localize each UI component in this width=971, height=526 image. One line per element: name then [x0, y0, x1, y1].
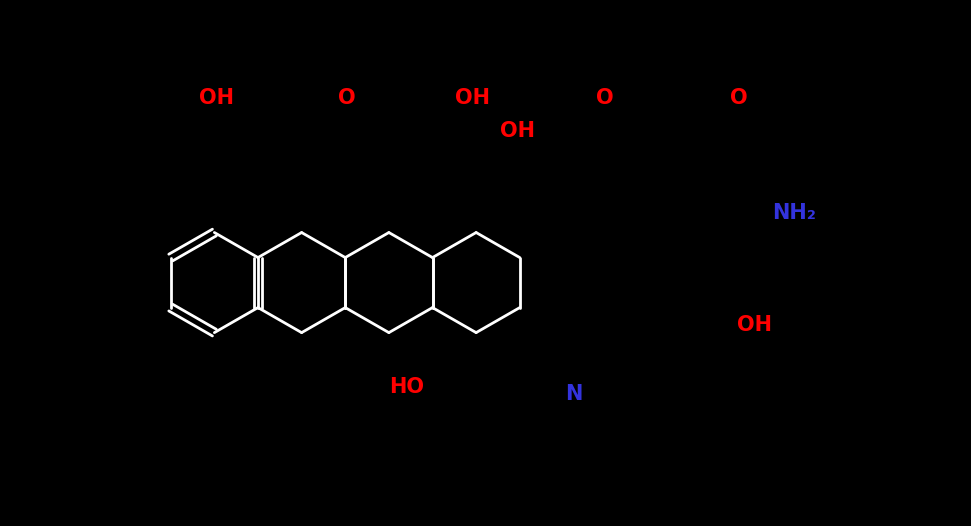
Text: N: N: [565, 384, 582, 404]
Text: OH: OH: [738, 315, 773, 335]
Text: O: O: [338, 88, 356, 108]
Text: OH: OH: [454, 88, 489, 108]
Text: NH₂: NH₂: [772, 203, 817, 223]
Text: OH: OH: [199, 88, 234, 108]
Text: OH: OH: [499, 121, 535, 141]
Text: O: O: [730, 88, 748, 108]
Text: O: O: [595, 88, 614, 108]
Text: HO: HO: [388, 377, 423, 397]
